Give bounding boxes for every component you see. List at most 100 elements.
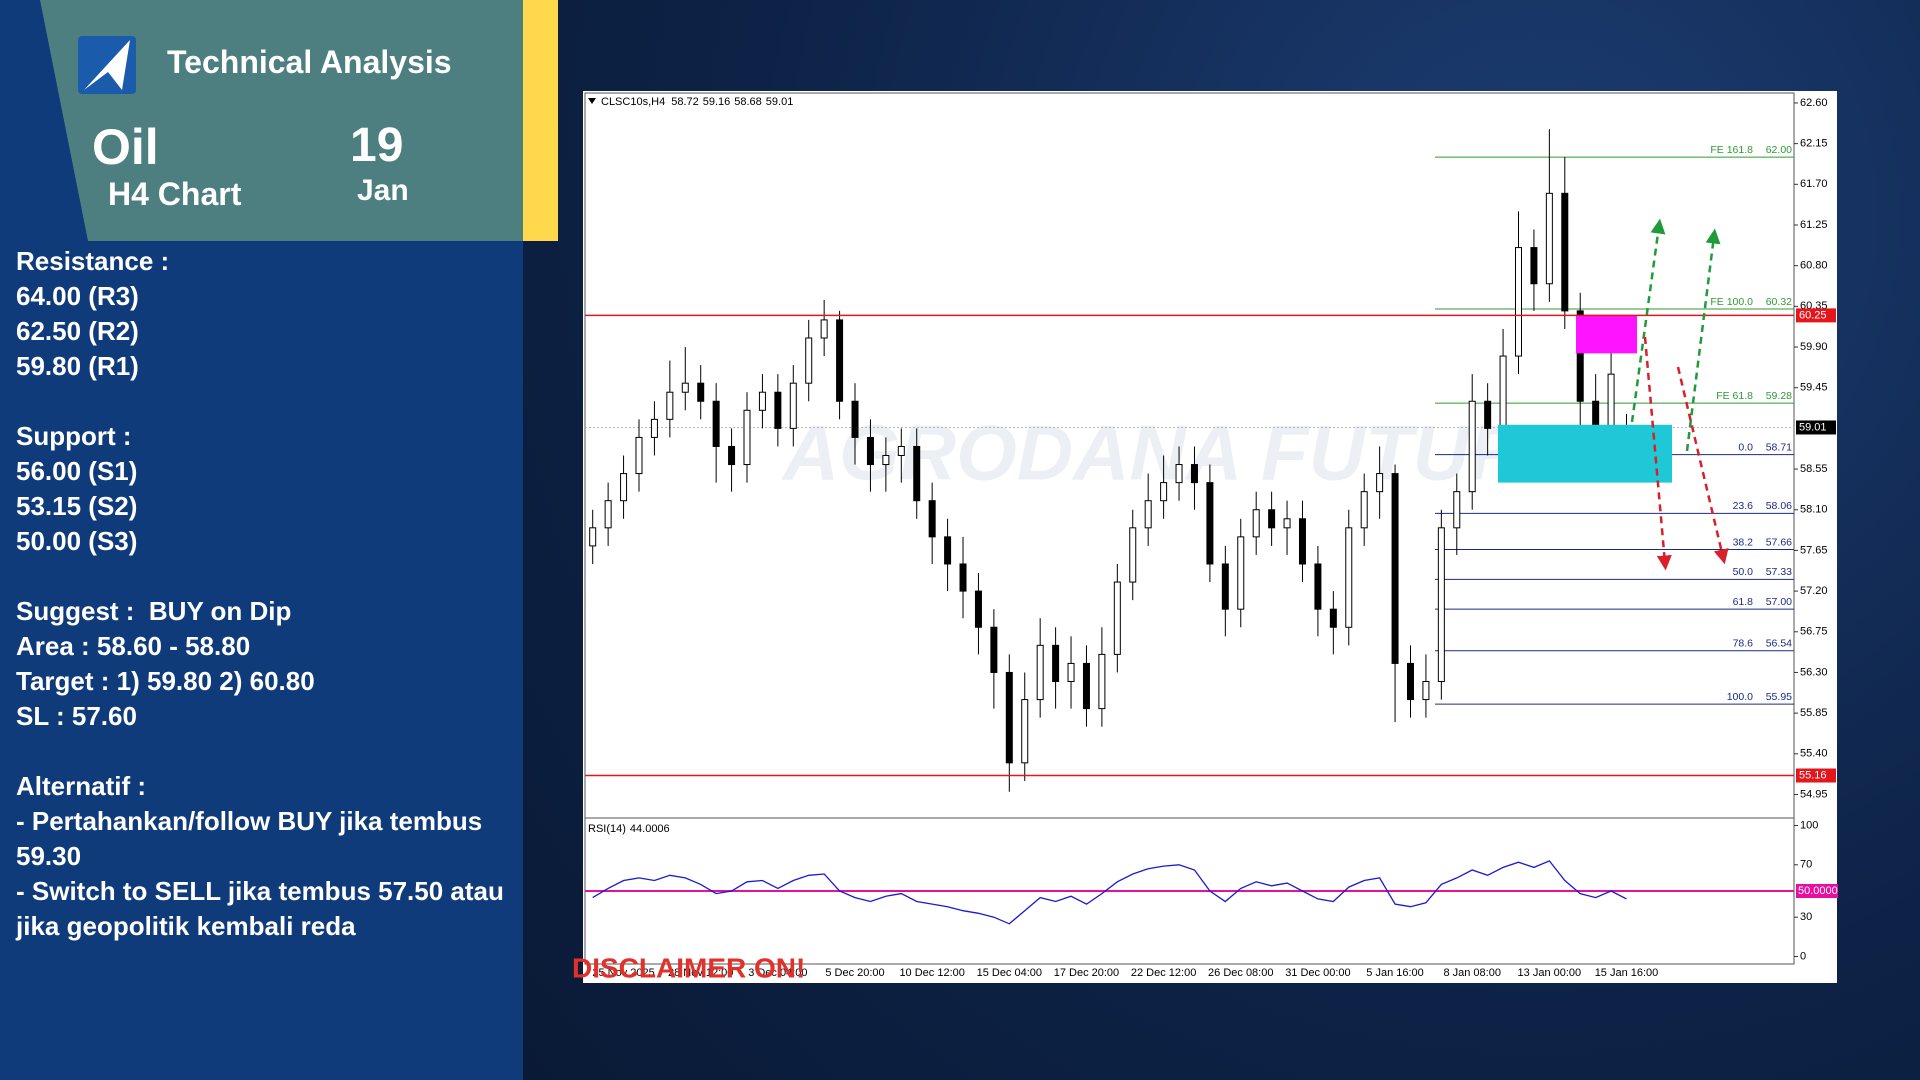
fib-name: 38.2 bbox=[1733, 536, 1754, 548]
analysis-list: Resistance : 64.00 (R3) 62.50 (R2) 59.80 (R… bbox=[16, 244, 521, 979]
price-label-box bbox=[1796, 768, 1836, 783]
fib-name: FE 161.8 bbox=[1710, 144, 1753, 156]
section-line: 56.00 (S1) bbox=[16, 456, 138, 486]
fib-value: 60.32 bbox=[1766, 296, 1792, 308]
x-tick-label: 13 Jan 00:00 bbox=[1518, 967, 1582, 979]
candle-body bbox=[1576, 310, 1584, 402]
section-line: 50.00 (S3) bbox=[16, 526, 138, 556]
fib-name: 61.8 bbox=[1733, 596, 1754, 608]
title: Technical Analysis bbox=[167, 44, 452, 80]
high: 59.16 bbox=[703, 96, 731, 108]
y-tick-label: 61.70 bbox=[1800, 178, 1828, 190]
y-tick-label: 58.55 bbox=[1800, 463, 1828, 475]
candle-body bbox=[836, 319, 844, 402]
info-panel: Technical Analysis Oil H4 Chart 19 Jan R… bbox=[0, 0, 558, 1080]
y-tick-label: 57.20 bbox=[1800, 585, 1828, 597]
section-line: SL : 57.60 bbox=[16, 701, 137, 731]
fib-name: 0.0 bbox=[1738, 441, 1753, 453]
fib-name: 23.6 bbox=[1733, 500, 1754, 512]
menu-triangle bbox=[588, 98, 596, 104]
x-tick-label: 25 Nov 2025 bbox=[592, 967, 654, 979]
candle-body bbox=[1530, 247, 1538, 285]
x-tick-label: 8 Jan 08:00 bbox=[1443, 967, 1501, 979]
section-line: 53.15 (S2) bbox=[16, 491, 138, 521]
timeframe: H4 Chart bbox=[108, 176, 242, 212]
y-tick-label: 62.15 bbox=[1800, 138, 1828, 150]
candle-body bbox=[1082, 662, 1090, 710]
fib-value: 57.33 bbox=[1766, 566, 1792, 578]
section-heading: Support : bbox=[16, 421, 132, 451]
candle-body bbox=[1607, 373, 1615, 429]
price-label-box bbox=[1796, 420, 1836, 435]
candle-body bbox=[851, 400, 859, 438]
y-tick-label: 61.25 bbox=[1800, 219, 1828, 231]
candle-body bbox=[1005, 671, 1013, 764]
candle-body bbox=[1515, 247, 1522, 357]
candle-body bbox=[944, 536, 952, 565]
candle-body bbox=[712, 400, 720, 447]
arrow-down bbox=[1643, 336, 1672, 571]
fib-value: 58.71 bbox=[1766, 441, 1792, 453]
candle-body bbox=[1422, 680, 1430, 701]
fib-value: 59.28 bbox=[1766, 390, 1792, 402]
candle-body bbox=[1237, 536, 1245, 610]
fib-name: FE 61.8 bbox=[1716, 390, 1753, 402]
section-heading: Suggest : BUY on Dip bbox=[16, 596, 292, 626]
candle-body bbox=[1052, 644, 1060, 682]
price-label-box bbox=[1796, 884, 1838, 898]
candle-body bbox=[1499, 355, 1507, 429]
fib-value: 55.95 bbox=[1766, 691, 1792, 703]
candle-body bbox=[897, 445, 905, 457]
candle-body bbox=[604, 500, 612, 529]
fib-name: 50.0 bbox=[1733, 566, 1754, 578]
candle-body bbox=[1252, 509, 1260, 538]
candle-body bbox=[774, 391, 782, 429]
candle-body bbox=[1484, 400, 1492, 429]
candle-body bbox=[974, 590, 982, 628]
candle-body bbox=[1175, 464, 1183, 484]
rsi-tick-label: 0 bbox=[1800, 950, 1806, 962]
section-line: 62.50 (R2) bbox=[16, 316, 139, 346]
candle-body bbox=[789, 382, 797, 429]
candle-body bbox=[882, 455, 890, 466]
candle-body bbox=[1113, 581, 1121, 655]
y-tick-label: 59.90 bbox=[1800, 341, 1828, 353]
candle-body bbox=[1021, 699, 1029, 764]
rsi-line bbox=[592, 860, 1627, 925]
fib-name: 78.6 bbox=[1733, 638, 1754, 650]
level-label: 55.16 bbox=[1799, 769, 1827, 781]
open: 58.72 bbox=[671, 96, 699, 108]
candle-body bbox=[1406, 662, 1414, 701]
y-tick-label: 58.10 bbox=[1800, 504, 1828, 516]
fib-name: FE 100.0 bbox=[1710, 296, 1753, 308]
section-heading: Alternatif : bbox=[16, 771, 146, 801]
arrow-up bbox=[1685, 228, 1721, 452]
candle-body bbox=[1221, 563, 1229, 610]
section-line: Target : 1) 59.80 2) 60.80 bbox=[16, 666, 315, 696]
level-label: 60.25 bbox=[1799, 309, 1827, 321]
fib-value: 58.06 bbox=[1766, 500, 1792, 512]
instrument: Oil bbox=[92, 119, 159, 175]
candle-body bbox=[666, 391, 674, 420]
low: 58.68 bbox=[734, 96, 762, 108]
y-tick-label: 59.45 bbox=[1800, 382, 1828, 394]
section-line: - Switch to SELL jika tembus 57.50 atau … bbox=[16, 876, 512, 941]
section-heading: Resistance : bbox=[16, 246, 170, 276]
candle-body bbox=[697, 382, 705, 402]
month: Jan bbox=[357, 174, 409, 207]
fib-value: 57.66 bbox=[1766, 536, 1792, 548]
candle-body bbox=[1098, 653, 1106, 710]
candle-body bbox=[959, 563, 967, 592]
candle-body bbox=[681, 382, 689, 393]
section: Support : 56.00 (S1) 53.15 (S2) 50.00 (S3) bbox=[16, 419, 521, 559]
candle-body bbox=[1036, 644, 1044, 701]
disclaimer: DISCLAIMER ON! bbox=[572, 952, 805, 983]
candle-body bbox=[928, 500, 936, 538]
zone bbox=[1498, 424, 1672, 483]
rsi-label: RSI(14) bbox=[588, 823, 626, 835]
section: Suggest : BUY on Dip Area : 58.60 - 58.80… bbox=[16, 594, 521, 734]
yellow-strip bbox=[523, 0, 558, 241]
rsi-value: 44.0006 bbox=[630, 823, 670, 835]
y-tick-label: 62.60 bbox=[1800, 97, 1828, 109]
